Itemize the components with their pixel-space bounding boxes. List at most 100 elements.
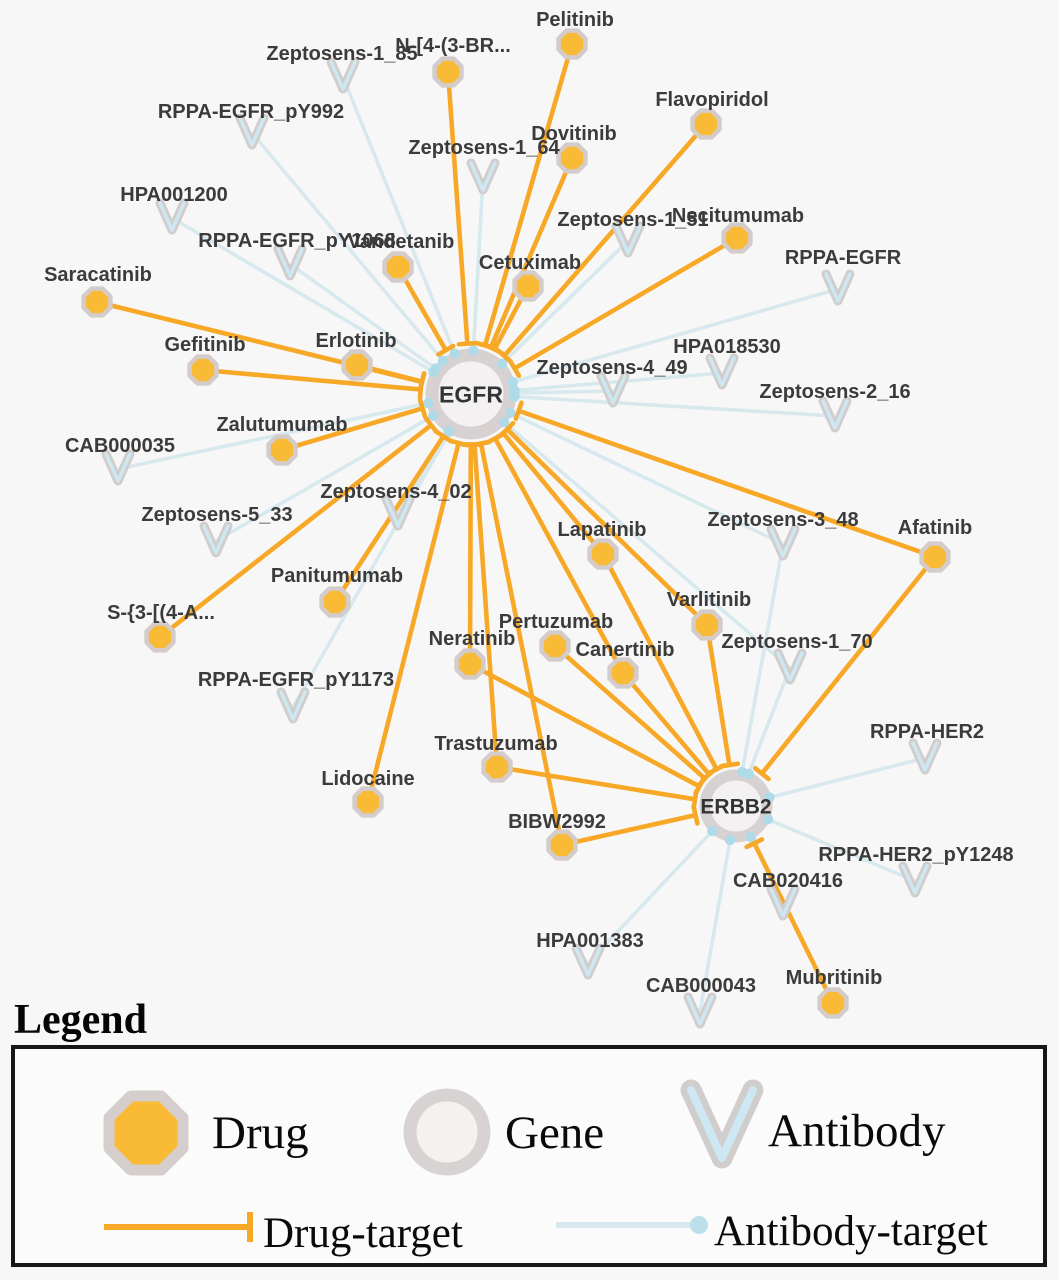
drug-target-edge-pertuzumab-erbb2 bbox=[553, 644, 707, 781]
antibody-node-hpa001200[interactable] bbox=[155, 198, 189, 235]
drug-node-canertinib[interactable] bbox=[607, 657, 639, 689]
node-label-hpa001200: HPA001200 bbox=[120, 184, 227, 206]
antibody-node-rppa-egfr-py992[interactable] bbox=[235, 113, 269, 150]
node-label-zeptosens-1-51: Zeptosens-1_51 bbox=[557, 209, 708, 231]
drug-node-pertuzumab[interactable] bbox=[539, 630, 571, 662]
drug-target-edge-n-4-3-br-egfr bbox=[445, 71, 470, 344]
antibody-target-edge-rppa-egfr-py1068-egfr bbox=[288, 262, 437, 371]
drug-node-zalutumumab[interactable] bbox=[266, 434, 298, 466]
drug-edge-tee-marker bbox=[484, 343, 505, 356]
antibody-node-rppa-egfr-py1173[interactable] bbox=[276, 687, 310, 724]
antibody-node-rppa-egfr[interactable] bbox=[821, 269, 855, 306]
antibody-target-edge-zeptosens-1-64-egfr bbox=[471, 177, 485, 351]
drug-node-necitumumab[interactable] bbox=[721, 222, 753, 254]
drug-node-n-4-3-br[interactable] bbox=[432, 56, 464, 88]
antibody-edge-endpoint-dot bbox=[423, 397, 434, 409]
node-label-cab020416: CAB020416 bbox=[733, 870, 843, 892]
antibody-edge-endpoint-dot bbox=[437, 355, 449, 366]
drug-edge-tee-marker bbox=[417, 371, 427, 393]
antibody-edge-endpoint-dot bbox=[444, 426, 455, 438]
drug-node-pelitinib[interactable] bbox=[556, 28, 588, 60]
antibody-chevron-inner bbox=[469, 161, 497, 192]
antibody-node-zeptosens-1-85[interactable] bbox=[326, 57, 360, 94]
drug-edge-tee-marker bbox=[417, 397, 428, 419]
drug-node-panitumumab[interactable] bbox=[319, 586, 351, 618]
drug-target-edge-neratinib-egfr bbox=[467, 444, 474, 665]
drug-target-edge-afatinib-erbb2 bbox=[760, 555, 937, 776]
antibody-node-zeptosens-1-64[interactable] bbox=[466, 158, 500, 195]
drug-node-afatinib[interactable] bbox=[919, 541, 951, 573]
drug-node-dovitinib[interactable] bbox=[556, 142, 588, 174]
antibody-chevron-inner bbox=[911, 741, 939, 772]
drug-node-lidocaine[interactable] bbox=[352, 786, 384, 818]
antibody-target-edge-rppa-egfr-py1173-egfr bbox=[291, 430, 452, 708]
node-label-rppa-her2-py1248: RPPA-HER2_pY1248 bbox=[818, 844, 1013, 866]
antibody-node-rppa-her2[interactable] bbox=[908, 738, 942, 775]
antibody-edge-endpoint-dot bbox=[507, 376, 519, 388]
drug-target-edge-trastuzumab-egfr bbox=[472, 444, 500, 768]
gene-node-erbb2[interactable] bbox=[699, 769, 773, 843]
node-label-neratinib: Neratinib bbox=[429, 628, 516, 650]
antibody-node-zeptosens-1-70[interactable] bbox=[773, 648, 807, 685]
drug-node-trastuzumab[interactable] bbox=[481, 751, 513, 783]
node-label-rppa-egfr: RPPA-EGFR bbox=[785, 247, 902, 269]
antibody-edge-endpoint-dot bbox=[496, 358, 508, 369]
legend-gene-label: Gene bbox=[505, 1107, 605, 1159]
drug-node-vandetanib[interactable] bbox=[382, 251, 414, 283]
antibody-chevron-inner bbox=[769, 527, 797, 558]
drug-node-gefitinib[interactable] bbox=[187, 354, 219, 386]
drug-edge-tee-marker bbox=[436, 343, 456, 357]
antibody-node-cab020416[interactable] bbox=[766, 884, 800, 921]
antibody-node-zeptosens-4-49[interactable] bbox=[596, 371, 630, 408]
antibody-target-edge-hpa001200-egfr bbox=[171, 216, 435, 374]
node-label-saracatinib: Saracatinib bbox=[44, 264, 152, 286]
antibody-node-cab000035[interactable] bbox=[101, 449, 135, 486]
node-label-trastuzumab: Trastuzumab bbox=[434, 733, 557, 755]
drug-target-edge-mubritinib-erbb2 bbox=[752, 842, 836, 1005]
antibody-node-zeptosens-2-16[interactable] bbox=[818, 396, 852, 433]
drug-node-s-3-4-a[interactable] bbox=[144, 621, 176, 653]
antibody-node-rppa-her2-py1248[interactable] bbox=[898, 861, 932, 898]
drug-node-cetuximab[interactable] bbox=[512, 270, 544, 302]
antibody-target-edge-zeptosens-3-48-erbb2 bbox=[740, 543, 785, 773]
antibody-target-edge-zeptosens-4-49-egfr bbox=[514, 389, 614, 395]
antibody-node-hpa018530[interactable] bbox=[705, 353, 739, 390]
antibody-node-zeptosens-5-33[interactable] bbox=[199, 521, 233, 558]
antibody-chevron-inner bbox=[574, 946, 602, 977]
node-label-cab000043: CAB000043 bbox=[646, 975, 756, 997]
antibody-edge-endpoint-dot bbox=[762, 814, 774, 825]
antibody-node-cab000043[interactable] bbox=[683, 992, 717, 1029]
drug-node-neratinib[interactable] bbox=[454, 648, 486, 680]
antibody-node-zeptosens-4-02[interactable] bbox=[381, 494, 415, 531]
antibody-node-zeptosens-3-48[interactable] bbox=[766, 524, 800, 561]
layer-drug-nodes bbox=[81, 28, 951, 1019]
antibody-chevron-inner bbox=[158, 201, 186, 232]
drug-node-erlotinib[interactable] bbox=[341, 349, 373, 381]
drug-node-varlitinib[interactable] bbox=[691, 609, 723, 641]
drug-node-flavopiridol[interactable] bbox=[690, 108, 722, 140]
node-label-rppa-egfr-py1068: RPPA-EGFR_pY1068 bbox=[198, 230, 395, 252]
node-label-pelitinib: Pelitinib bbox=[536, 9, 614, 31]
antibody-node-zeptosens-1-51[interactable] bbox=[611, 221, 645, 258]
drug-target-edge-panitumumab-egfr bbox=[333, 435, 446, 604]
antibody-target-edge-zeptosens-3-48-egfr bbox=[509, 411, 784, 546]
legend-drug-label: Drug bbox=[212, 1107, 309, 1159]
node-label-gefitinib: Gefitinib bbox=[164, 334, 245, 356]
layer-edge-markers bbox=[417, 340, 775, 850]
drug-node-lapatinib[interactable] bbox=[587, 538, 619, 570]
antibody-node-rppa-egfr-py1068[interactable] bbox=[273, 244, 307, 281]
antibody-chevron-inner bbox=[614, 224, 642, 255]
node-label-zeptosens-2-16: Zeptosens-2_16 bbox=[759, 381, 910, 403]
gene-label-erbb2: ERBB2 bbox=[700, 796, 771, 819]
antibody-chevron-inner bbox=[238, 116, 266, 147]
antibody-target-edge-cab000043-erbb2 bbox=[698, 839, 732, 1013]
drug-node-mubritinib[interactable] bbox=[817, 987, 849, 1019]
antibody-chevron-inner bbox=[276, 247, 304, 278]
drug-target-edge-neratinib-erbb2 bbox=[468, 661, 701, 789]
antibody-edge-endpoint-dot bbox=[743, 768, 754, 780]
node-label-flavopiridol: Flavopiridol bbox=[655, 89, 768, 111]
drug-node-bibw2992[interactable] bbox=[546, 829, 578, 861]
drug-node-saracatinib[interactable] bbox=[81, 286, 113, 318]
antibody-chevron-inner bbox=[708, 356, 736, 387]
antibody-node-hpa001383[interactable] bbox=[571, 943, 605, 980]
